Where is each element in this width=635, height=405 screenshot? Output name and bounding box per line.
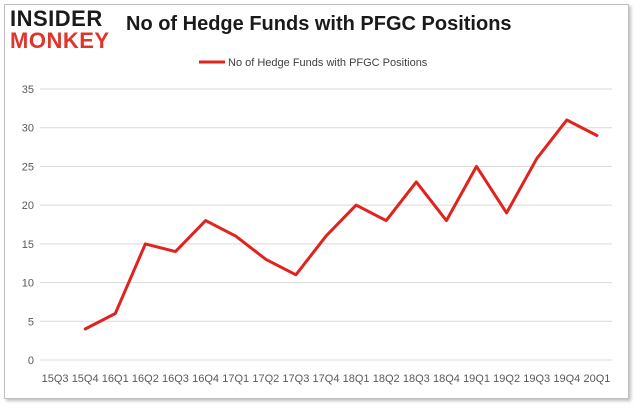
x-tick-label: 17Q2 bbox=[252, 373, 279, 385]
x-tick-label: 16Q4 bbox=[192, 373, 219, 385]
y-tick-label: 30 bbox=[22, 123, 34, 135]
x-tick-label: 18Q2 bbox=[373, 373, 400, 385]
y-tick-label: 15 bbox=[22, 239, 34, 251]
legend-label: No of Hedge Funds with PFGC Positions bbox=[228, 57, 428, 69]
y-tick-label: 5 bbox=[28, 316, 34, 328]
y-axis-ticks: 0 5 10 15 20 25 30 35 bbox=[22, 84, 34, 367]
logo-top-text: INSIDER bbox=[10, 6, 103, 31]
x-tick-label: 17Q3 bbox=[282, 373, 309, 385]
x-tick-label: 18Q1 bbox=[343, 373, 370, 385]
x-tick-label: 15Q3 bbox=[42, 373, 69, 385]
x-tick-label: 16Q2 bbox=[132, 373, 159, 385]
y-tick-label: 25 bbox=[22, 161, 34, 173]
x-tick-label: 18Q3 bbox=[403, 373, 430, 385]
y-tick-label: 35 bbox=[22, 84, 34, 96]
x-tick-label: 19Q4 bbox=[553, 373, 580, 385]
insider-monkey-logo: INSIDER MONKEY bbox=[8, 6, 114, 54]
gridlines bbox=[40, 88, 612, 361]
x-tick-label: 19Q1 bbox=[463, 373, 490, 385]
x-axis-ticks: 15Q3 15Q4 16Q1 16Q2 16Q3 16Q4 17Q1 17Q2 17Q3 17Q4… bbox=[42, 373, 611, 385]
y-tick-label: 20 bbox=[22, 200, 34, 212]
legend: No of Hedge Funds with PFGC Positions bbox=[199, 57, 428, 69]
x-tick-label: 19Q2 bbox=[493, 373, 520, 385]
logo-bottom-text: MONKEY bbox=[10, 28, 110, 53]
x-tick-label: 19Q3 bbox=[523, 373, 550, 385]
x-tick-label: 17Q1 bbox=[222, 373, 249, 385]
x-tick-label: 16Q3 bbox=[162, 373, 189, 385]
series-group bbox=[83, 118, 599, 331]
series-line bbox=[83, 118, 599, 331]
x-tick-label: 18Q4 bbox=[433, 373, 460, 385]
x-tick-label: 17Q4 bbox=[313, 373, 340, 385]
x-tick-label: 16Q1 bbox=[102, 373, 129, 385]
chart-frame bbox=[4, 4, 629, 399]
x-tick-label: 15Q4 bbox=[72, 373, 99, 385]
chart-title: No of Hedge Funds with PFGC Positions bbox=[126, 13, 512, 35]
y-tick-label: 10 bbox=[22, 278, 34, 290]
y-tick-label: 0 bbox=[28, 355, 34, 367]
x-tick-label: 20Q1 bbox=[583, 373, 610, 385]
